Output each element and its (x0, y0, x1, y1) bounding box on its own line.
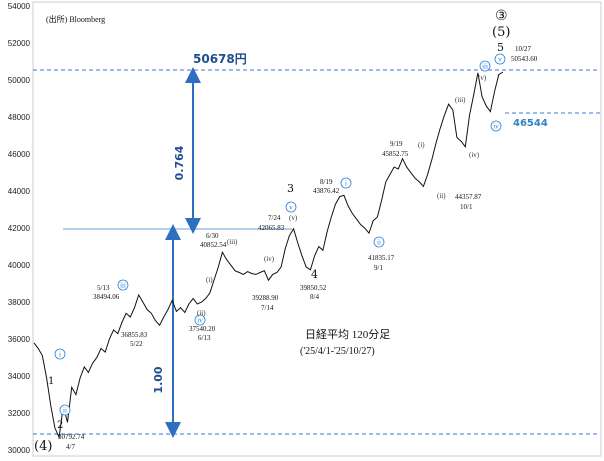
wave-label-paren-i: (i) (206, 276, 213, 284)
y-tick-label: 50000 (8, 76, 31, 85)
wave-label-paren-iv: (iv) (264, 255, 275, 263)
source-label: (出所) Bloomberg (46, 14, 105, 24)
point-date-label: 5/22 (130, 340, 143, 348)
y-axis: 30000 32000 34000 36000 38000 40000 4200… (8, 2, 31, 455)
plot-frame (32, 1, 602, 457)
y-tick-label: 40000 (8, 261, 31, 270)
svg-text:iv: iv (197, 317, 203, 325)
point-value-label: 45852.75 (382, 150, 409, 158)
point-date-label: 7/24 (268, 214, 281, 222)
wave-label-2: 2 (57, 420, 63, 431)
point-value-label: 39850.52 (300, 284, 327, 292)
point-value-label: 50543.60 (511, 55, 538, 63)
y-tick-label: 36000 (8, 335, 31, 344)
wave-label-4: 4 (311, 268, 318, 281)
wave-label-5: 5 (497, 41, 504, 54)
circled-wave-v: v (285, 201, 297, 213)
svg-text:v: v (498, 56, 502, 64)
circled-wave-iii-2: iii (479, 60, 491, 72)
point-value-label: 37540.20 (189, 325, 216, 333)
y-tick-label: 32000 (8, 409, 31, 418)
wave-label-paren-v-2: (v) (478, 74, 487, 82)
svg-text:ii: ii (63, 407, 67, 415)
target-price-label: 50678円 (193, 52, 247, 66)
point-value-label: 44357.87 (455, 193, 482, 201)
circled-wave-iii: iii (117, 279, 129, 291)
point-date-label: 8/19 (320, 178, 333, 186)
point-value-label: 38494.06 (93, 293, 120, 301)
svg-text:iii: iii (482, 63, 488, 71)
circled-wave-ii-2: ii (373, 236, 385, 248)
point-value-label: 43876.42 (313, 187, 340, 195)
y-tick-label: 54000 (8, 2, 31, 11)
chart-subtitle: ('25/4/1-'25/10/27) (300, 346, 375, 357)
point-date-label: 10/1 (460, 203, 473, 211)
point-value-label: 30792.74 (58, 433, 85, 441)
point-date-label: 10/27 (515, 45, 531, 53)
point-date-label: 4/7 (66, 443, 75, 451)
point-value-label: 41835.17 (368, 254, 395, 262)
svg-text:iv: iv (493, 123, 499, 131)
point-date-label: 5/13 (97, 284, 110, 292)
wave-label-paren-4: (4) (34, 439, 52, 454)
point-value-label: 39288.90 (252, 294, 279, 302)
y-tick-label: 34000 (8, 372, 31, 381)
wave-label-circled-3: ③ (495, 8, 508, 24)
wave-label-paren-iv-2: (iv) (469, 151, 480, 159)
point-date-label: 7/14 (261, 304, 274, 312)
y-tick-label: 38000 (8, 298, 31, 307)
point-date-label: 8/4 (310, 293, 319, 301)
point-value-label: 40852.54 (200, 241, 227, 249)
point-date-label: 6/30 (206, 232, 219, 240)
circled-wave-iv: iv (194, 314, 206, 326)
wave-label-paren-i-2: (i) (418, 141, 425, 149)
svg-text:i: i (345, 180, 347, 188)
wave-label-paren-iii-2: (iii) (455, 96, 466, 104)
y-tick-label: 42000 (8, 224, 31, 233)
y-tick-label: 48000 (8, 113, 31, 122)
point-value-label: 42065.83 (258, 224, 285, 232)
price-series-line (33, 71, 504, 440)
y-tick-label: 52000 (8, 39, 31, 48)
chart-title: 日経平均 120分足 (305, 328, 390, 341)
y-tick-label: 44000 (8, 187, 31, 196)
point-date-label: 9/1 (374, 264, 383, 272)
wave-label-paren-ii-2: (ii) (437, 192, 446, 200)
circled-wave-v-2: v (494, 53, 506, 65)
wave-label-1: 1 (48, 376, 54, 387)
wave-label-paren-v: (v) (289, 214, 298, 222)
svg-text:v: v (289, 204, 293, 212)
support-price-label: 46544 (513, 118, 548, 129)
wave-label-3: 3 (287, 182, 294, 195)
wave-label-paren-5: (5) (492, 25, 510, 40)
circled-wave-i-2: i (340, 177, 352, 189)
svg-text:i: i (59, 351, 61, 359)
point-value-label: 36855.83 (121, 331, 148, 339)
point-date-label: 9/19 (390, 140, 403, 148)
wave-label-paren-ii: (ii) (197, 309, 206, 317)
wave-label-paren-iii: (iii) (227, 238, 238, 246)
y-tick-label: 30000 (8, 446, 31, 455)
circled-wave-ii: ii (59, 404, 71, 416)
point-date-label: 6/13 (198, 334, 211, 342)
circled-wave-i: i (54, 348, 66, 360)
svg-text:iii: iii (120, 282, 126, 290)
lower-ratio-label: 1.00 (152, 366, 165, 393)
y-tick-label: 46000 (8, 150, 31, 159)
upper-ratio-label: 0.764 (173, 145, 186, 180)
circled-wave-iv-2: iv (490, 120, 502, 132)
svg-text:ii: ii (377, 239, 381, 247)
